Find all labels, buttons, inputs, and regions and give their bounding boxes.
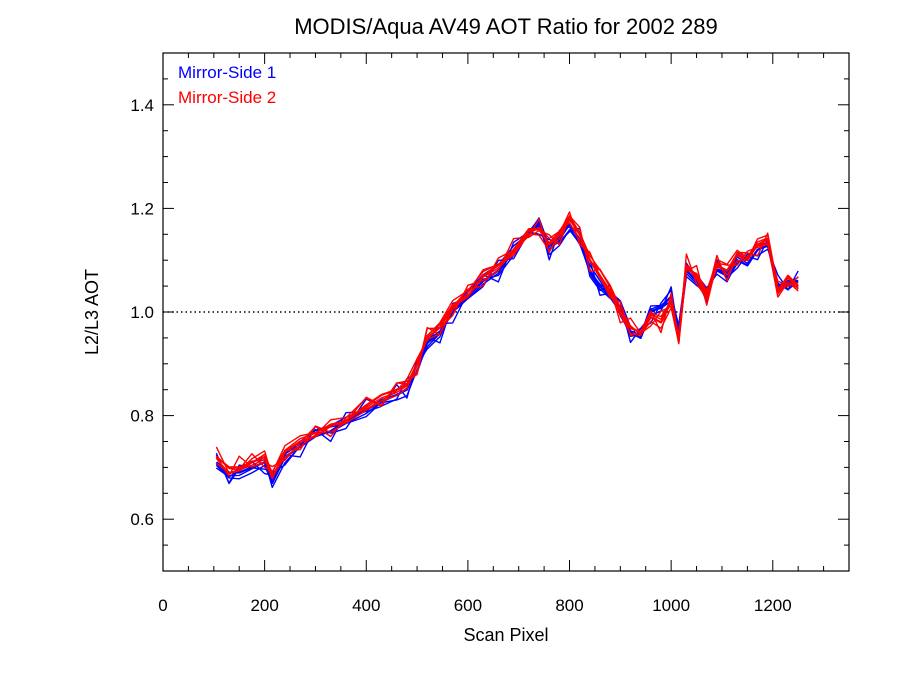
plot-area (163, 211, 849, 489)
y-axis-label: L2/L3 AOT (82, 269, 102, 355)
series-2-line (215, 215, 799, 479)
series-2 (215, 211, 799, 479)
y-tick-label: 0.6 (130, 510, 154, 529)
y-tick-label: 1.2 (130, 199, 154, 218)
x-axis-label: Scan Pixel (463, 625, 548, 645)
x-tick-label: 200 (250, 596, 278, 615)
y-tick-label: 1.4 (130, 96, 154, 115)
x-tick-label: 1000 (652, 596, 690, 615)
x-tick-label: 800 (555, 596, 583, 615)
legend-entry-mirror-side-1: Mirror-Side 1 (178, 63, 276, 82)
axes: 0 200 400 600 800 1000 1200 0.6 0.8 1.0 1.2 1.4 (130, 52, 850, 615)
y-tick-label: 0.8 (130, 407, 154, 426)
x-tick-label: 600 (454, 596, 482, 615)
y-tick-label: 1.0 (130, 303, 154, 322)
legend-entry-mirror-side-2: Mirror-Side 2 (178, 88, 276, 107)
x-tick-label: 1200 (754, 596, 792, 615)
x-tick-label: 0 (158, 596, 167, 615)
x-tick-label: 400 (352, 596, 380, 615)
chart-title: MODIS/Aqua AV49 AOT Ratio for 2002 289 (294, 14, 718, 39)
series-1-line (215, 220, 799, 482)
